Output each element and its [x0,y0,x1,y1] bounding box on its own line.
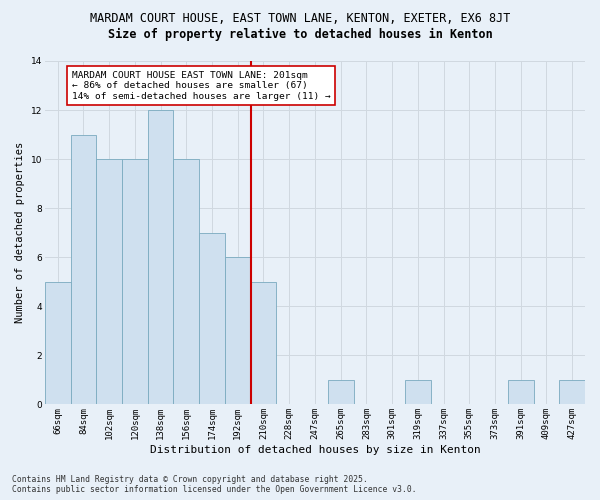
Bar [148,110,173,405]
X-axis label: Distribution of detached houses by size in Kenton: Distribution of detached houses by size … [149,445,480,455]
Bar [71,134,96,404]
Bar [405,380,431,404]
Bar [251,282,277,405]
Bar [96,159,122,404]
Text: MARDAM COURT HOUSE EAST TOWN LANE: 201sqm
← 86% of detached houses are smaller (: MARDAM COURT HOUSE EAST TOWN LANE: 201sq… [72,71,331,101]
Y-axis label: Number of detached properties: Number of detached properties [15,142,25,324]
Text: Contains HM Land Registry data © Crown copyright and database right 2025.
Contai: Contains HM Land Registry data © Crown c… [12,474,416,494]
Bar [173,159,199,404]
Bar [508,380,533,404]
Text: Size of property relative to detached houses in Kenton: Size of property relative to detached ho… [107,28,493,40]
Bar [559,380,585,404]
Text: MARDAM COURT HOUSE, EAST TOWN LANE, KENTON, EXETER, EX6 8JT: MARDAM COURT HOUSE, EAST TOWN LANE, KENT… [90,12,510,26]
Bar [199,232,225,404]
Bar [45,282,71,405]
Bar [122,159,148,404]
Bar [328,380,353,404]
Bar [225,257,251,404]
